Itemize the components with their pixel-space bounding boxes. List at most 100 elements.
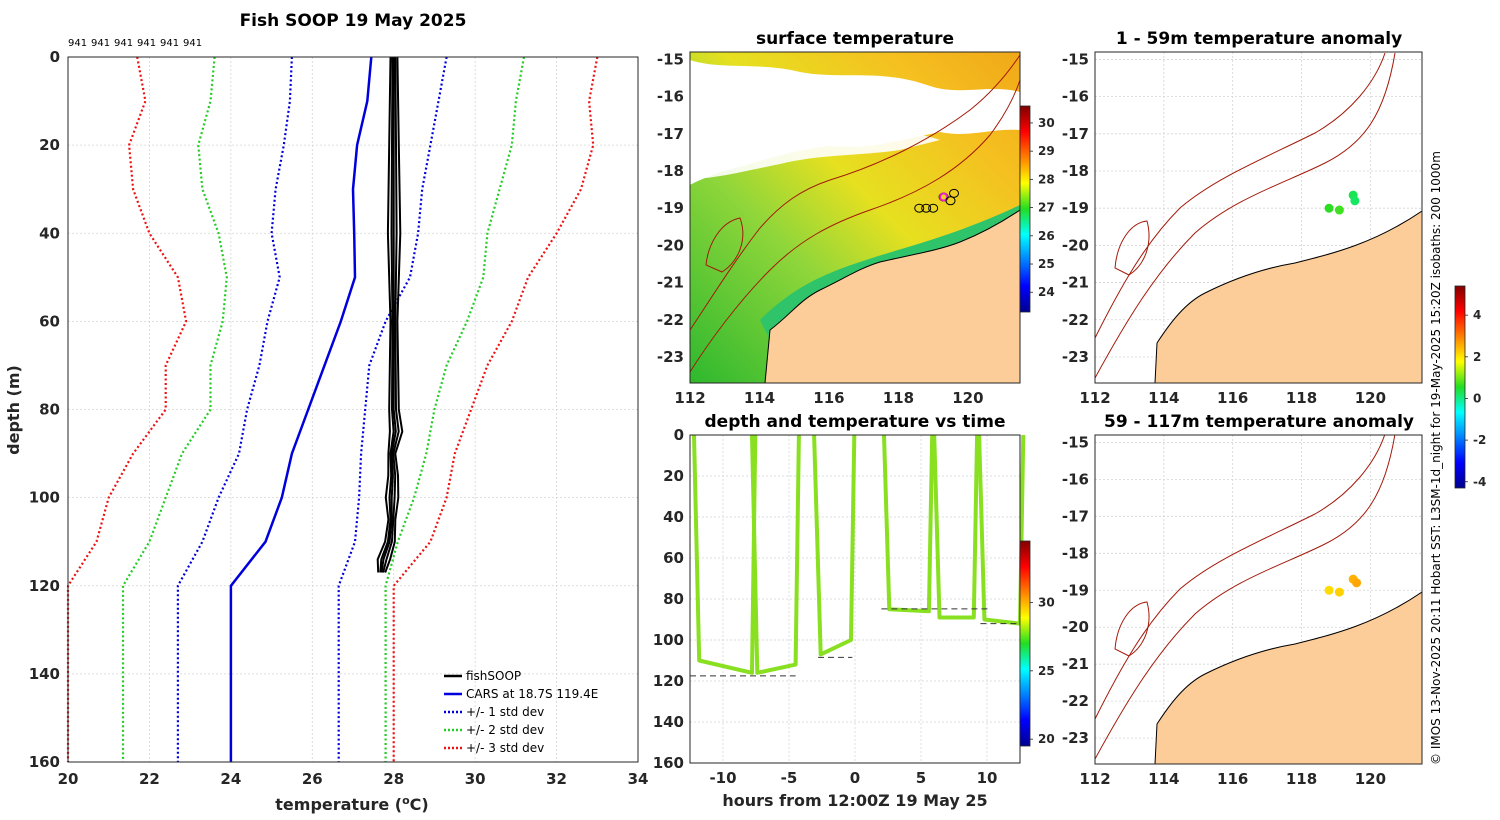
temperature-profile-chart: 20 22 24 26 28 30 32 34 0 20 40 60 80 100 120 140 160 t… [4, 48, 648, 814]
x-tick-label: 116 [1217, 770, 1248, 788]
y-tick-label: -21 [657, 274, 684, 292]
isobath-1000m [1095, 435, 1386, 720]
x-tick-label: 24 [220, 770, 241, 788]
x-tick-label: 118 [1286, 389, 1317, 407]
y-tick-label: -19 [1062, 199, 1089, 217]
y-tick-label: 80 [663, 590, 684, 608]
y-tick-label: -18 [1062, 544, 1089, 562]
colorbar-tick-label: 25 [1038, 257, 1055, 271]
credit-text: © IMOS 13-Nov-2025 20:11 Hobart SST: L3S… [1429, 151, 1443, 765]
dive-trace [692, 434, 758, 675]
profile-count: 941 [114, 38, 133, 49]
anomaly-map-deep: 59 - 117m temperature anomaly 112 114 116 1… [1062, 412, 1423, 788]
series-line-fishsoop [384, 56, 404, 573]
dive-trace [977, 434, 1026, 626]
profile-location-marker [914, 203, 925, 213]
dive-trace [932, 434, 980, 620]
colorbar-tick-label: 25 [1038, 664, 1055, 678]
isobath-1000m [690, 54, 1020, 331]
panel-title: depth and temperature vs time [705, 412, 1006, 432]
x-tick-label: 28 [383, 770, 404, 788]
dive-trace [812, 434, 857, 657]
y-tick-label: -22 [1062, 692, 1089, 710]
series-line--2-std [384, 56, 526, 762]
y-tick-label: 60 [39, 312, 60, 330]
series-line--1-std [337, 56, 448, 762]
plot-frame [67, 56, 639, 763]
legend-label: CARS at 18.7S 119.4E [466, 687, 598, 701]
profile-count: 941 [160, 38, 179, 49]
profile-location-marker [949, 188, 959, 198]
x-axis-label: hours from 12:00Z 19 May 25 [722, 791, 987, 810]
colorbar-tick-label: 30 [1038, 116, 1055, 130]
reef-outline [1114, 601, 1150, 657]
y-tick-label: -18 [1062, 162, 1089, 180]
series-line-fishsoop [380, 57, 397, 573]
y-tick-label: -17 [1062, 125, 1089, 143]
profile-location-marker [945, 196, 956, 206]
y-tick-label: 100 [653, 631, 684, 649]
y-tick-label: 120 [653, 672, 684, 690]
anomaly-colorbar [1454, 285, 1466, 489]
y-tick-label: -23 [657, 348, 684, 366]
y-tick-label: 160 [653, 754, 684, 772]
series-line-fishsoop [382, 56, 400, 573]
anomaly-map-shallow: 1 - 59m temperature anomaly 112 114 116 118… [1062, 29, 1423, 407]
profile-count: 941 [91, 38, 110, 49]
anomaly-point [1324, 585, 1334, 595]
x-tick-label: 114 [1148, 770, 1179, 788]
reef-outline [1114, 220, 1150, 276]
series-line--2-std [121, 56, 228, 762]
x-tick-label: 30 [465, 770, 486, 788]
isobath-200m [690, 79, 1020, 373]
y-tick-label: 140 [653, 713, 684, 731]
y-tick-label: 160 [29, 753, 60, 771]
colorbar [1019, 540, 1031, 747]
y-tick-label: -15 [1062, 50, 1089, 68]
y-tick-label: -22 [1062, 311, 1089, 329]
x-tick-label: 120 [1355, 770, 1386, 788]
x-tick-label: -10 [709, 769, 736, 787]
legend-label: +/- 1 std dev [466, 705, 544, 719]
x-tick-label: 118 [1286, 770, 1317, 788]
y-tick-label: 80 [39, 401, 60, 419]
panel-title: 1 - 59m temperature anomaly [1116, 29, 1402, 49]
y-tick-label: -15 [1062, 433, 1089, 451]
y-tick-label: -16 [657, 88, 684, 106]
x-tick-label: 116 [1217, 389, 1248, 407]
colorbar-tick-label: 29 [1038, 144, 1055, 158]
series-line-fishsoop [376, 56, 392, 573]
depth-time-chart: depth and temperature vs time -10 -5 0 5 10 … [653, 412, 1055, 810]
y-tick-label: -17 [657, 125, 684, 143]
current-profile-marker [939, 192, 949, 202]
colorbar-tick-label: 20 [1038, 732, 1055, 746]
y-tick-label: -20 [1062, 236, 1089, 254]
series-line-fishsoop [379, 56, 395, 573]
panel-title: surface temperature [756, 29, 954, 49]
series-line-cars-at-18-7s-119-4e [229, 56, 373, 762]
x-tick-label: 10 [977, 769, 998, 787]
profile-count: 941 [183, 38, 202, 49]
colorbar-tick-label: 4 [1473, 308, 1481, 322]
y-tick-label: -18 [657, 162, 684, 180]
y-tick-label: -19 [1062, 581, 1089, 599]
isobath-1000m [1095, 52, 1386, 339]
colorbar-tick-label: 2 [1473, 350, 1481, 364]
colorbar-tick-label: 0 [1473, 391, 1481, 405]
x-tick-label: 112 [1079, 389, 1110, 407]
isobath-200m [1095, 52, 1396, 379]
y-tick-label: 140 [29, 665, 60, 683]
series-line--3-std [66, 56, 188, 762]
figure-title: Fish SOOP 19 May 2025 [240, 11, 467, 31]
y-tick-label: 0 [50, 48, 60, 66]
land [764, 209, 1020, 383]
y-tick-label: 40 [39, 224, 60, 242]
colorbar-tick-label: -4 [1473, 475, 1486, 489]
y-tick-label: 40 [663, 508, 684, 526]
x-tick-label: 5 [916, 769, 926, 787]
cloud-mask [690, 95, 940, 179]
anomaly-point [1334, 587, 1344, 597]
dive-trace [750, 434, 801, 675]
land [1154, 210, 1422, 383]
legend-label: +/- 3 std dev [466, 741, 544, 755]
